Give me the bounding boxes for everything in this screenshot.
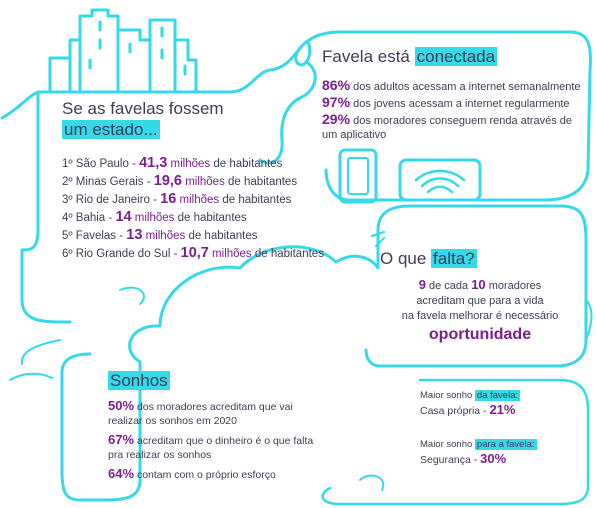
connected-stat: 97% dos jovens acessam a internet regula…: [322, 94, 570, 110]
dream-stat: 67% acreditam que o dinheiro é o que fal…: [108, 432, 314, 462]
dream-label-2: Maior sonho para a favela:: [420, 439, 537, 450]
missing-line: acreditam que para a vida: [416, 295, 544, 307]
connected-title: Favela está conectada: [322, 47, 498, 66]
connected-section: Favela está conectada 86% dos adultos ac…: [322, 46, 582, 143]
buildings-icon: [48, 8, 198, 92]
dream-stat: 64% contam com o próprio esforço: [108, 466, 276, 482]
state-row: 1º São Paulo - 41,3 milhões de habitante…: [62, 155, 283, 171]
state-row: 4º Bahia - 14 milhões de habitantes: [62, 209, 247, 225]
favela-dream-section: Maior sonho da favela: Casa própria - 21…: [420, 389, 590, 467]
state-row: 5º Favelas - 13 milhões de habitantes: [62, 227, 258, 243]
dream-stat: 50% dos moradores acreditam que vai real…: [108, 398, 293, 428]
connected-stat: 86% dos adultos acessam a internet seman…: [322, 77, 581, 93]
states-title: Se as favelas fossem um estado...: [62, 99, 224, 139]
missing-section: O que falta? 9 de cada 10 moradores acre…: [370, 248, 590, 344]
missing-line: 9 de cada 10 moradores: [418, 277, 542, 292]
state-row: 3º Rio de Janeiro - 16 milhões de habita…: [62, 191, 292, 207]
wifi-router-icon: [398, 158, 482, 202]
states-title-highlight: um estado...: [62, 120, 160, 139]
phone-icon: [338, 148, 378, 204]
dream-answer-2: Segurança - 30%: [420, 451, 507, 467]
dreams-title: Sonhos: [108, 371, 170, 390]
missing-title: O que falta?: [380, 249, 477, 268]
dream-label-1: Maior sonho da favela:: [420, 390, 521, 401]
connected-stat: 29% dos moradores conseguem renda atravé…: [322, 111, 572, 141]
missing-keyword: oportunidade: [428, 326, 532, 343]
missing-line: na favela melhorar é necessário: [401, 310, 559, 322]
swirl-line: [0, 30, 592, 202]
state-row: 6º Rio Grande do Sul - 10,7 milhões de h…: [62, 245, 324, 261]
dream-answer-1: Casa própria - 21%: [420, 402, 516, 418]
states-section: Se as favelas fossem um estado... 1º São…: [62, 98, 324, 263]
state-row: 2º Minas Gerais - 19,6 milhões de habita…: [62, 173, 298, 189]
dreams-section: Sonhos 50% dos moradores acreditam que v…: [108, 370, 328, 482]
